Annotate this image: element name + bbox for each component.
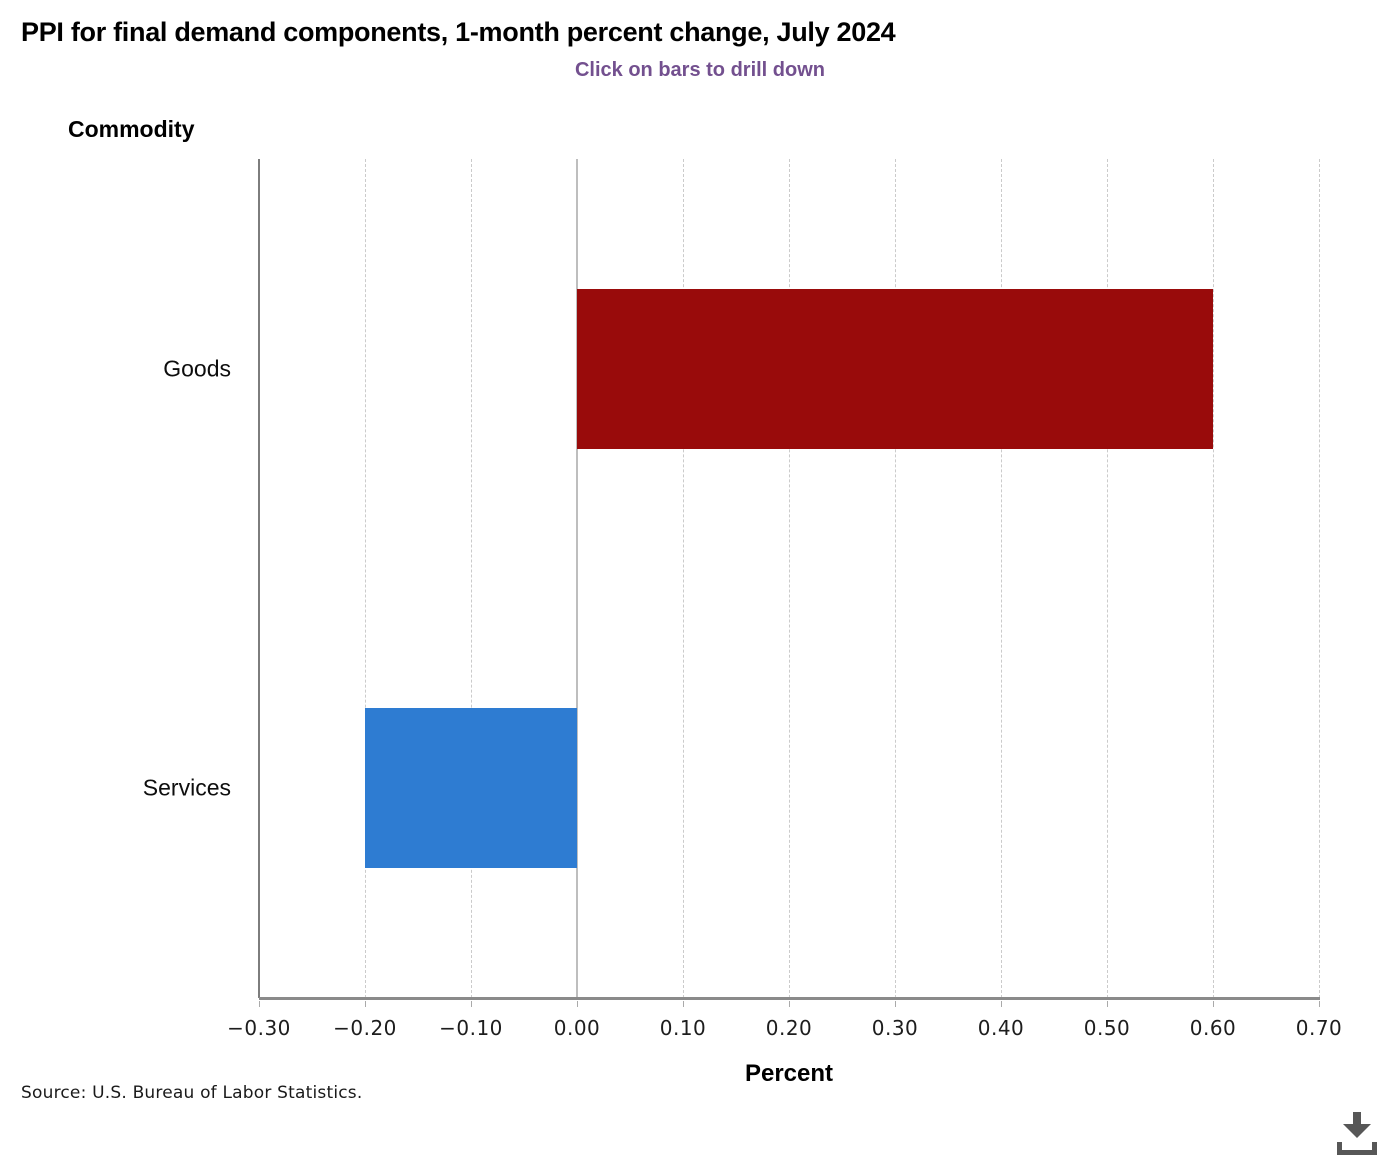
x-tick-mark — [895, 1001, 896, 1007]
x-tick-mark — [1319, 1001, 1320, 1007]
gridline — [1319, 159, 1320, 998]
x-tick-label: 0.50 — [1083, 1016, 1131, 1040]
gridline — [1001, 159, 1002, 998]
x-tick-mark — [1107, 1001, 1108, 1007]
x-tick-mark — [577, 1001, 578, 1007]
x-tick-label: −0.30 — [227, 1016, 291, 1040]
x-tick-label: 0.30 — [871, 1016, 919, 1040]
zero-gridline — [576, 159, 578, 998]
gridline — [365, 159, 366, 998]
x-tick-mark — [789, 1001, 790, 1007]
x-tick-label: −0.10 — [439, 1016, 503, 1040]
chart-subtitle: Click on bars to drill down — [574, 59, 826, 81]
plot-area — [258, 159, 1320, 1007]
x-tick-label: −0.20 — [333, 1016, 397, 1040]
y-axis-title: Commodity — [68, 116, 195, 142]
gridline — [789, 159, 790, 998]
x-tick-label: 0.10 — [659, 1016, 707, 1040]
x-axis-line — [259, 997, 1320, 1000]
chart-title: PPI for final demand components, 1-month… — [21, 17, 896, 47]
x-tick-label: 0.00 — [553, 1016, 601, 1040]
gridline — [1107, 159, 1108, 998]
download-tray-glyph — [1337, 1142, 1377, 1155]
x-tick-mark — [1001, 1001, 1002, 1007]
x-tick-label: 0.20 — [765, 1016, 813, 1040]
x-tick-mark — [1213, 1001, 1214, 1007]
download-arrow-glyph — [1343, 1112, 1371, 1138]
category-label-services: Services — [142, 774, 231, 801]
x-tick-label: 0.60 — [1189, 1016, 1237, 1040]
x-tick-mark — [471, 1001, 472, 1007]
x-axis-title: Percent — [744, 1060, 834, 1087]
x-tick-label: 0.70 — [1295, 1016, 1343, 1040]
gridline — [1213, 159, 1214, 998]
gridline — [895, 159, 896, 998]
source-note: Source: U.S. Bureau of Labor Statistics. — [21, 1083, 363, 1103]
x-tick-mark — [365, 1001, 366, 1007]
y-axis-line — [258, 159, 260, 998]
gridline — [683, 159, 684, 998]
bar-goods[interactable] — [577, 289, 1213, 449]
x-tick-mark — [683, 1001, 684, 1007]
x-tick-mark — [259, 1001, 260, 1007]
bar-services[interactable] — [365, 708, 577, 868]
download-icon[interactable] — [1334, 1109, 1380, 1157]
category-label-goods: Goods — [163, 355, 231, 382]
gridline — [471, 159, 472, 998]
x-tick-label: 0.40 — [977, 1016, 1025, 1040]
